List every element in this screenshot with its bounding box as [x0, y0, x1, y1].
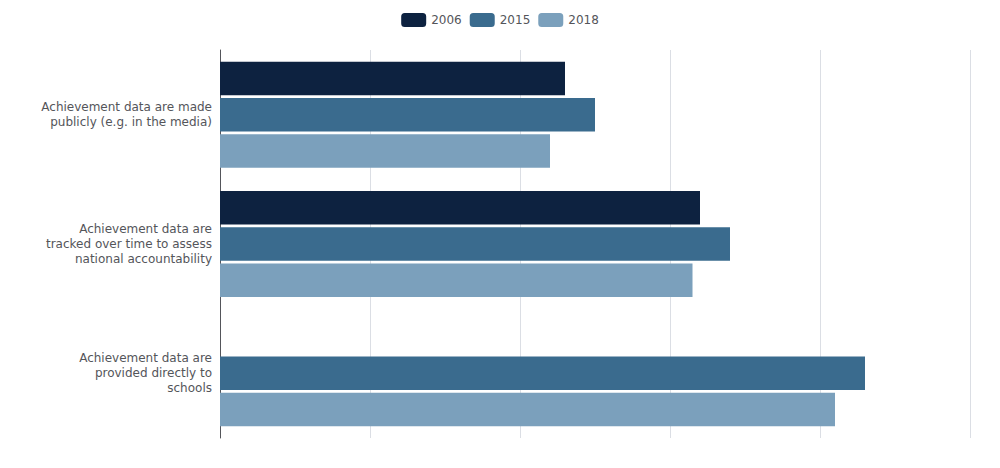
svg-text:2018: 2018: [568, 13, 599, 27]
svg-text:national accountability: national accountability: [75, 252, 212, 266]
svg-text:Achievement data are: Achievement data are: [79, 222, 212, 236]
svg-text:tracked over time to assess: tracked over time to assess: [46, 237, 212, 251]
svg-text:Achievement data are: Achievement data are: [79, 351, 212, 365]
svg-text:provided directly to: provided directly to: [95, 366, 212, 380]
svg-text:publicly (e.g. in the media): publicly (e.g. in the media): [50, 115, 212, 129]
svg-text:2015: 2015: [500, 13, 531, 27]
svg-text:Achievement data are made: Achievement data are made: [41, 100, 212, 114]
svg-text:schools: schools: [167, 381, 212, 395]
svg-text:2006: 2006: [431, 13, 462, 27]
